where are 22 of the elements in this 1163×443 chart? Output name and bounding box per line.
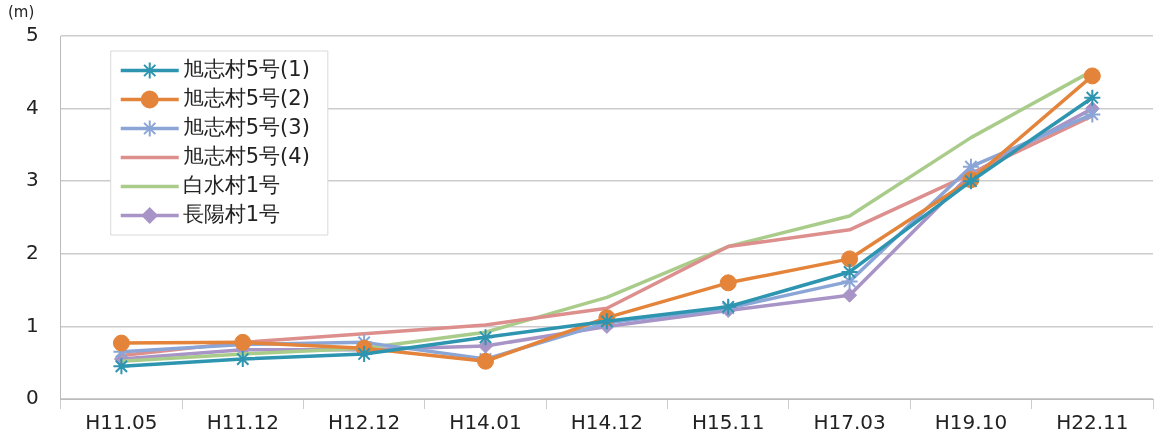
legend-label: 旭志村5号(1) <box>182 56 310 81</box>
x-tick-label: H12.12 <box>327 410 401 435</box>
x-tick-label: H14.01 <box>449 410 522 435</box>
x-tick-label: H19.10 <box>934 410 1008 435</box>
y-tick-label: 4 <box>25 94 39 119</box>
x-tick-label: H11.12 <box>206 410 279 435</box>
y-tick-label: 2 <box>25 240 39 264</box>
y-tick-label: 3 <box>25 167 39 192</box>
y-tick-label: 1 <box>25 312 39 337</box>
legend-label: 旭志村5号(2) <box>182 85 310 110</box>
x-tick-label: H14.12 <box>570 410 644 435</box>
y-axis-title: (m) <box>8 3 35 22</box>
y-tick-label: 5 <box>25 22 39 47</box>
legend-label: 旭志村5号(3) <box>182 114 310 139</box>
legend-label: 長陽村1号 <box>182 201 281 226</box>
x-tick-label: H15.11 <box>692 410 765 435</box>
x-tick-label: H11.05 <box>85 410 158 435</box>
y-tick-label: 0 <box>25 385 39 410</box>
x-tick-label: H22.11 <box>1056 410 1129 435</box>
legend-label: 白水村1号 <box>182 172 281 197</box>
x-tick-label: H17.03 <box>813 410 886 435</box>
legend-label: 旭志村5号(4) <box>182 143 310 168</box>
